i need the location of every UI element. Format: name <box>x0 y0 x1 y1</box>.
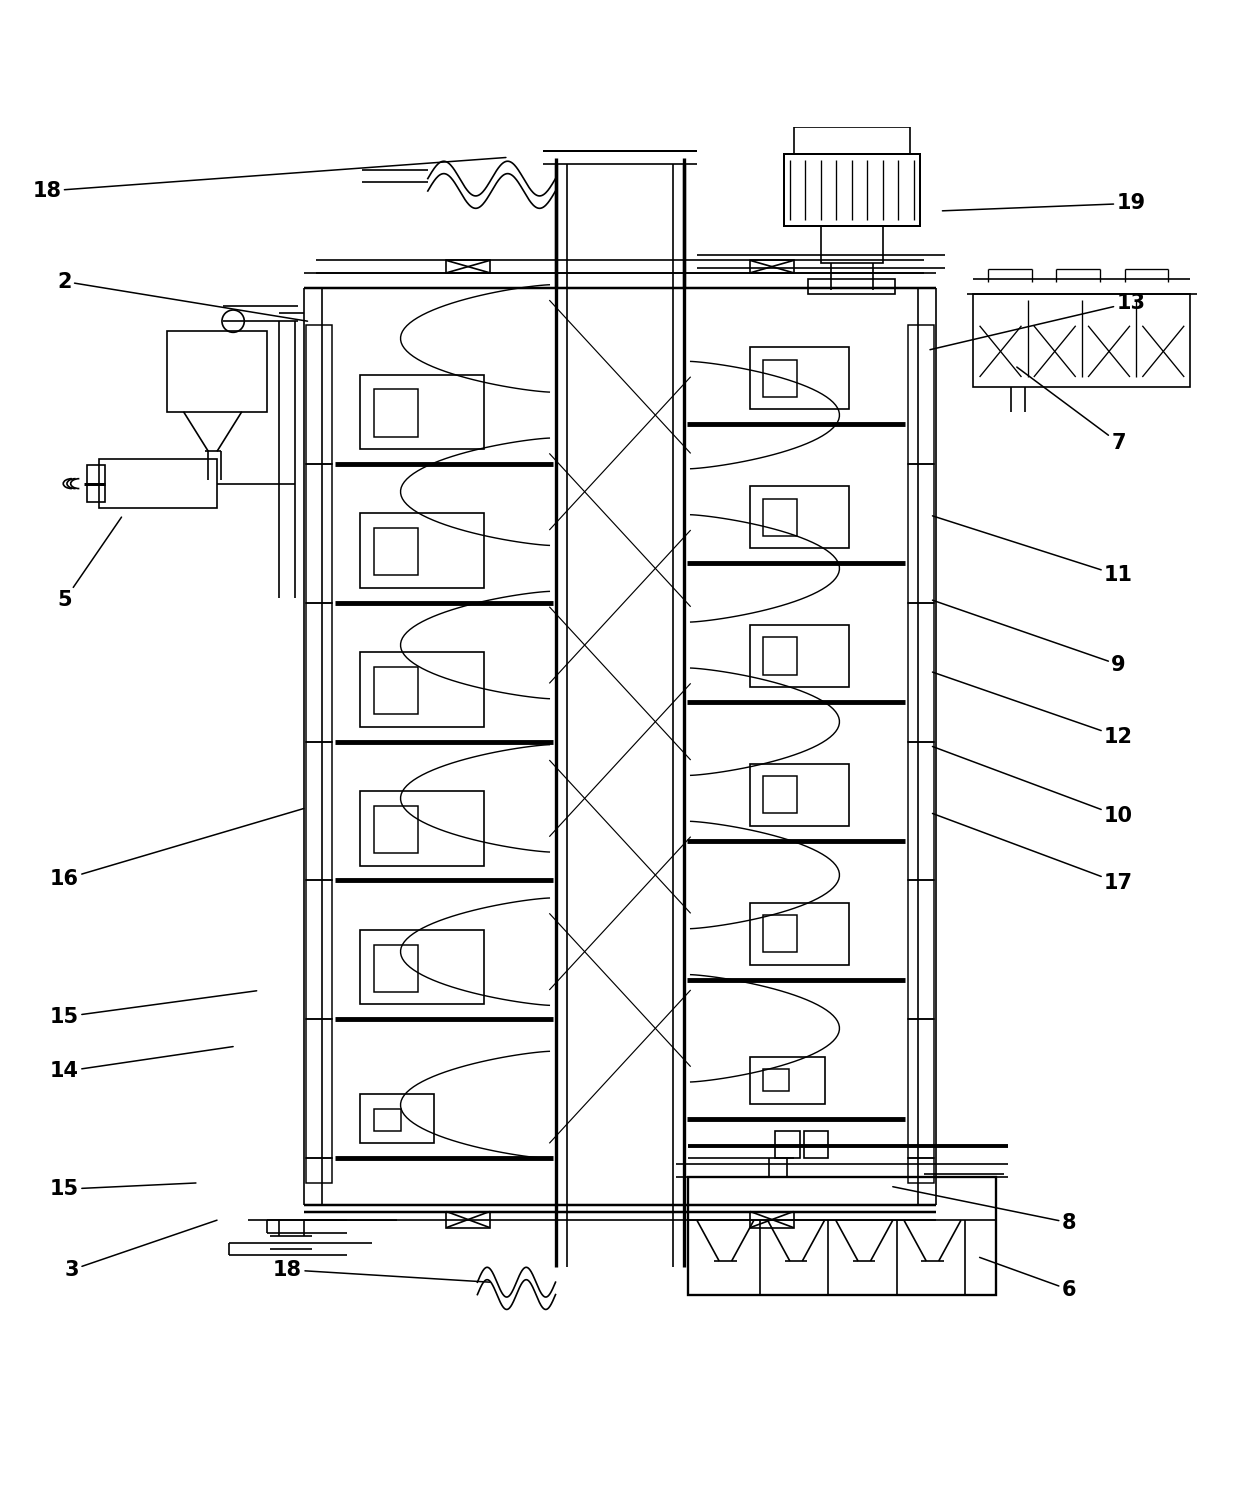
Bar <box>374 806 418 853</box>
Text: 7: 7 <box>1017 367 1126 452</box>
Text: 3: 3 <box>64 1220 217 1280</box>
Text: 15: 15 <box>50 991 257 1027</box>
Text: 17: 17 <box>932 814 1133 893</box>
Bar <box>808 279 895 294</box>
Bar <box>306 325 332 464</box>
Text: 10: 10 <box>932 746 1133 826</box>
Text: 12: 12 <box>932 672 1133 746</box>
Bar <box>306 1020 332 1159</box>
Text: 18: 18 <box>273 1260 490 1282</box>
Bar <box>306 742 332 881</box>
Bar <box>688 1176 996 1294</box>
Bar <box>908 1159 934 1182</box>
Text: 18: 18 <box>32 157 506 202</box>
Bar <box>360 930 484 1005</box>
Bar <box>750 764 849 826</box>
Text: 19: 19 <box>942 194 1146 213</box>
Text: 14: 14 <box>50 1047 233 1081</box>
Bar <box>794 127 910 154</box>
Bar <box>99 458 217 509</box>
Bar <box>360 652 484 727</box>
Bar <box>750 903 849 964</box>
Bar <box>750 348 849 409</box>
Bar <box>446 1211 490 1227</box>
Bar <box>804 1130 828 1159</box>
Bar <box>374 1109 401 1130</box>
Bar <box>763 915 797 953</box>
Bar <box>973 294 1190 387</box>
Text: 6: 6 <box>980 1257 1076 1299</box>
Bar <box>763 1069 789 1091</box>
Bar <box>374 390 418 436</box>
Bar <box>374 529 418 575</box>
Text: 5: 5 <box>57 517 122 611</box>
Bar <box>908 325 934 464</box>
Bar <box>763 638 797 675</box>
Bar <box>750 260 794 273</box>
Bar <box>763 499 797 536</box>
Text: 9: 9 <box>932 600 1126 675</box>
Bar <box>750 487 849 548</box>
Bar <box>87 464 105 502</box>
Text: 2: 2 <box>57 272 308 321</box>
Text: 13: 13 <box>930 293 1146 349</box>
Bar <box>784 154 920 225</box>
Bar <box>908 881 934 1020</box>
Bar <box>775 1130 800 1159</box>
Bar <box>374 667 418 714</box>
Bar <box>360 514 484 588</box>
Bar <box>908 464 934 603</box>
Bar <box>763 360 797 397</box>
Text: 16: 16 <box>50 809 304 890</box>
Bar <box>360 791 484 866</box>
Text: 8: 8 <box>893 1187 1076 1233</box>
Bar <box>374 945 418 991</box>
Bar <box>360 375 484 449</box>
Bar <box>306 464 332 603</box>
Bar <box>908 603 934 742</box>
Bar <box>763 776 797 814</box>
Bar <box>306 1159 332 1182</box>
Bar <box>360 1094 434 1144</box>
Bar <box>306 881 332 1020</box>
Bar <box>167 331 267 412</box>
Text: 11: 11 <box>932 517 1133 585</box>
Bar <box>750 1057 825 1103</box>
Bar <box>908 742 934 881</box>
Bar <box>750 1211 794 1227</box>
Bar <box>306 603 332 742</box>
Text: 15: 15 <box>50 1179 196 1199</box>
Bar <box>908 1020 934 1159</box>
Bar <box>821 225 883 263</box>
Bar <box>446 260 490 273</box>
Bar <box>750 626 849 687</box>
